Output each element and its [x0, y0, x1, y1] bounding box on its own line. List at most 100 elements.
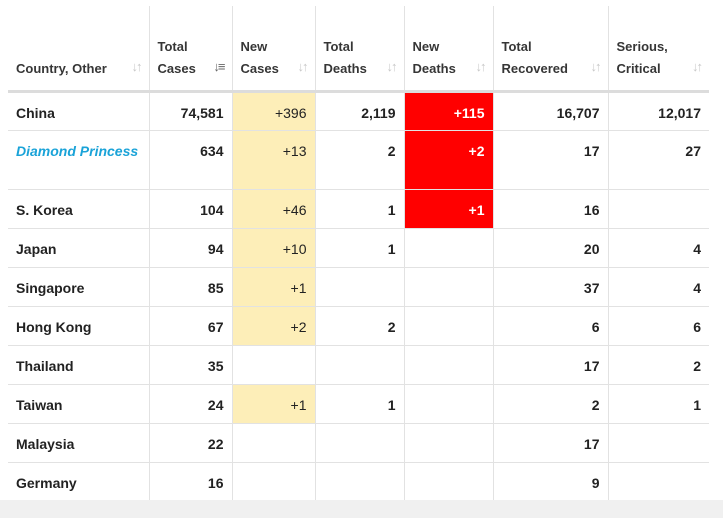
cell-total-deaths: 1: [315, 228, 405, 268]
cell-serious-critical: 2: [608, 345, 709, 385]
cell-serious-critical: 1: [608, 384, 709, 424]
cell-country: Japan: [8, 228, 150, 268]
cell-serious-critical: [608, 462, 709, 500]
table-row: China 74,581 +396 2,119 +115 16,707 12,017: [8, 91, 709, 131]
column-header-label: Total Recovered: [501, 38, 568, 76]
cell-total-recovered: 16: [493, 189, 609, 229]
cell-new-deaths: +115: [404, 91, 494, 131]
cell-total-recovered: 9: [493, 462, 609, 500]
cell-new-deaths: [404, 345, 494, 385]
cell-total-recovered: 17: [493, 130, 609, 190]
cell-total-recovered: 37: [493, 267, 609, 307]
table-row: Diamond Princess 634 +13 2 +2 17 27: [8, 130, 709, 190]
cell-total-cases: 634: [149, 130, 233, 190]
column-header-label: New Cases: [240, 38, 279, 76]
cell-country: Singapore: [8, 267, 150, 307]
column-header-label: Serious, Critical: [616, 38, 668, 76]
cell-total-deaths: 1: [315, 189, 405, 229]
cell-total-recovered: 20: [493, 228, 609, 268]
table-header: Country, Other ↓↑ Total Cases ↓≡ New Cases ↓↑…: [8, 6, 709, 93]
cell-total-recovered: 6: [493, 306, 609, 346]
table-row: Japan 94 +10 1 20 4: [8, 228, 709, 268]
cell-total-cases: 85: [149, 267, 233, 307]
cell-new-deaths: [404, 228, 494, 268]
sort-icon[interactable]: ↓↑: [590, 58, 602, 74]
sort-icon[interactable]: ↓↑: [297, 58, 309, 74]
cell-country: China: [8, 91, 150, 131]
country-link[interactable]: Diamond Princess: [8, 130, 150, 190]
table-row: Taiwan 24 +1 1 2 1: [8, 384, 709, 424]
cell-total-cases: 67: [149, 306, 233, 346]
cell-country: Taiwan: [8, 384, 150, 424]
cell-new-cases: [232, 345, 316, 385]
cell-total-deaths: 2: [315, 130, 405, 190]
cell-new-deaths: [404, 306, 494, 346]
cell-new-cases: +2: [232, 306, 316, 346]
table-row: Hong Kong 67 +2 2 6 6: [8, 306, 709, 346]
covid-stats-table: Country, Other ↓↑ Total Cases ↓≡ New Cases ↓↑…: [8, 6, 709, 500]
table-row: Singapore 85 +1 37 4: [8, 267, 709, 307]
column-header-label: Country, Other: [16, 60, 107, 76]
cell-new-deaths: [404, 267, 494, 307]
cell-total-recovered: 16,707: [493, 91, 609, 131]
cell-new-cases: +396: [232, 91, 316, 131]
cell-new-cases: [232, 423, 316, 463]
cell-total-cases: 22: [149, 423, 233, 463]
cell-total-deaths: [315, 462, 405, 500]
column-header-new-cases[interactable]: New Cases ↓↑: [232, 6, 316, 93]
cell-total-cases: 24: [149, 384, 233, 424]
cell-total-recovered: 17: [493, 345, 609, 385]
sort-desc-icon[interactable]: ↓≡: [213, 58, 225, 74]
column-header-label: Total Deaths: [323, 38, 367, 76]
cell-new-deaths: +1: [404, 189, 494, 229]
column-header-total-deaths[interactable]: Total Deaths ↓↑: [315, 6, 405, 93]
cell-serious-critical: 4: [608, 228, 709, 268]
cell-country: Malaysia: [8, 423, 150, 463]
column-header-label: Total Cases: [157, 38, 196, 76]
cell-new-deaths: [404, 384, 494, 424]
column-header-total-cases[interactable]: Total Cases ↓≡: [149, 6, 233, 93]
cell-total-cases: 35: [149, 345, 233, 385]
cell-total-deaths: 1: [315, 384, 405, 424]
cell-total-deaths: 2: [315, 306, 405, 346]
cell-total-cases: 104: [149, 189, 233, 229]
cell-serious-critical: 27: [608, 130, 709, 190]
cell-serious-critical: [608, 423, 709, 463]
sort-icon[interactable]: ↓↑: [692, 58, 703, 74]
cell-serious-critical: [608, 189, 709, 229]
cell-total-deaths: [315, 423, 405, 463]
cell-new-cases: [232, 462, 316, 500]
cell-serious-critical: 12,017: [608, 91, 709, 131]
cell-new-cases: +46: [232, 189, 316, 229]
sort-icon[interactable]: ↓↑: [131, 58, 143, 74]
cell-total-cases: 16: [149, 462, 233, 500]
cell-country: S. Korea: [8, 189, 150, 229]
cell-total-cases: 74,581: [149, 91, 233, 131]
cell-new-deaths: [404, 462, 494, 500]
cell-total-recovered: 17: [493, 423, 609, 463]
sort-icon[interactable]: ↓↑: [475, 58, 487, 74]
header-row: Country, Other ↓↑ Total Cases ↓≡ New Cases ↓↑…: [8, 6, 709, 93]
cell-total-cases: 94: [149, 228, 233, 268]
cell-total-deaths: [315, 267, 405, 307]
table-row: S. Korea 104 +46 1 +1 16: [8, 189, 709, 229]
column-header-serious-critical[interactable]: Serious, Critical ↓↑: [608, 6, 709, 93]
cell-new-cases: +10: [232, 228, 316, 268]
covid-stats-table-container: Country, Other ↓↑ Total Cases ↓≡ New Cases ↓↑…: [8, 6, 709, 500]
sort-icon[interactable]: ↓↑: [386, 58, 398, 74]
column-header-total-recovered[interactable]: Total Recovered ↓↑: [493, 6, 609, 93]
table-row: Malaysia 22 17: [8, 423, 709, 463]
cell-serious-critical: 6: [608, 306, 709, 346]
column-header-label: New Deaths: [412, 38, 456, 76]
horizontal-scrollbar[interactable]: [0, 500, 723, 518]
table-row: Thailand 35 17 2: [8, 345, 709, 385]
cell-total-recovered: 2: [493, 384, 609, 424]
cell-total-deaths: [315, 345, 405, 385]
cell-country: Hong Kong: [8, 306, 150, 346]
cell-country: Germany: [8, 462, 150, 500]
cell-new-cases: +13: [232, 130, 316, 190]
column-header-new-deaths[interactable]: New Deaths ↓↑: [404, 6, 494, 93]
cell-country: Thailand: [8, 345, 150, 385]
cell-new-deaths: +2: [404, 130, 494, 190]
column-header-country[interactable]: Country, Other ↓↑: [8, 6, 150, 93]
